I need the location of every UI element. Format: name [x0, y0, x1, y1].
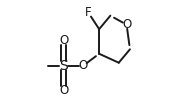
Text: O: O: [79, 59, 88, 72]
Text: F: F: [85, 6, 92, 19]
Text: O: O: [59, 34, 68, 47]
Text: O: O: [59, 84, 68, 97]
Text: O: O: [122, 18, 131, 31]
Text: S: S: [60, 58, 68, 73]
